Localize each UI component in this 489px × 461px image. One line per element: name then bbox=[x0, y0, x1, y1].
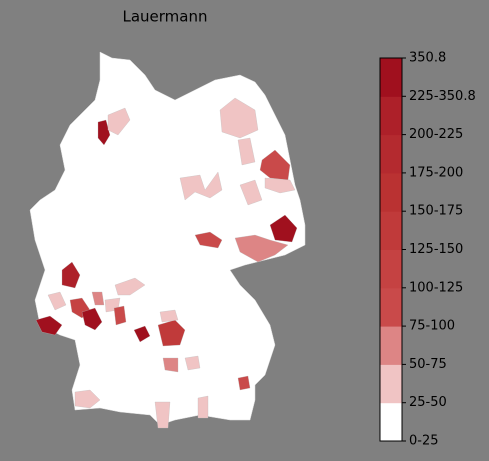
district bbox=[234, 234, 289, 263]
district bbox=[133, 325, 151, 343]
district bbox=[269, 214, 298, 243]
colorbar-segment bbox=[380, 364, 402, 404]
colorbar-label: 200-225 bbox=[409, 127, 463, 142]
district bbox=[61, 261, 81, 289]
colorbar-segment bbox=[380, 58, 402, 97]
district bbox=[91, 291, 105, 306]
district bbox=[114, 277, 146, 296]
colorbar-segment bbox=[380, 249, 402, 289]
colorbar-label: 150-175 bbox=[409, 204, 463, 219]
district bbox=[154, 401, 171, 429]
district bbox=[107, 107, 131, 136]
germany-map bbox=[29, 51, 306, 429]
colorbar-label: 175-200 bbox=[409, 165, 463, 180]
district bbox=[159, 309, 179, 323]
district bbox=[35, 315, 63, 336]
district bbox=[237, 137, 256, 166]
colorbar-segment bbox=[380, 96, 402, 136]
colorbar: 0-25 25-50 50-75 75-100 100-125 125-150 150-17… bbox=[379, 51, 476, 449]
country-outline bbox=[29, 51, 306, 426]
district bbox=[47, 291, 67, 311]
colorbar-label: 25-50 bbox=[409, 395, 447, 410]
district bbox=[97, 119, 111, 146]
colorbar-label: 0-25 bbox=[409, 434, 439, 449]
colorbar-label: 125-150 bbox=[409, 242, 463, 257]
district bbox=[237, 375, 251, 391]
colorbar-segment bbox=[380, 287, 402, 327]
district bbox=[197, 395, 209, 419]
colorbar-label: 225-350.8 bbox=[409, 89, 476, 104]
colorbar-segment bbox=[380, 134, 402, 174]
map-title: Lauermann bbox=[122, 8, 207, 26]
district bbox=[81, 307, 103, 331]
colorbar-segment bbox=[380, 402, 402, 442]
colorbar-label: 350.8 bbox=[409, 51, 446, 66]
colorbar-label: 100-125 bbox=[409, 280, 463, 295]
district bbox=[194, 231, 223, 249]
districts bbox=[35, 97, 298, 429]
colorbar-label: 75-100 bbox=[409, 319, 455, 334]
district bbox=[113, 305, 127, 326]
colorbar-label: 50-75 bbox=[409, 357, 447, 372]
district bbox=[162, 357, 179, 373]
district bbox=[184, 355, 201, 371]
district bbox=[264, 177, 296, 194]
colorbar-segment bbox=[380, 326, 402, 365]
district bbox=[74, 389, 101, 409]
colorbar-segment bbox=[380, 211, 402, 250]
district bbox=[179, 171, 223, 201]
district bbox=[219, 97, 259, 139]
colorbar-segment bbox=[380, 172, 402, 212]
district bbox=[239, 179, 263, 206]
